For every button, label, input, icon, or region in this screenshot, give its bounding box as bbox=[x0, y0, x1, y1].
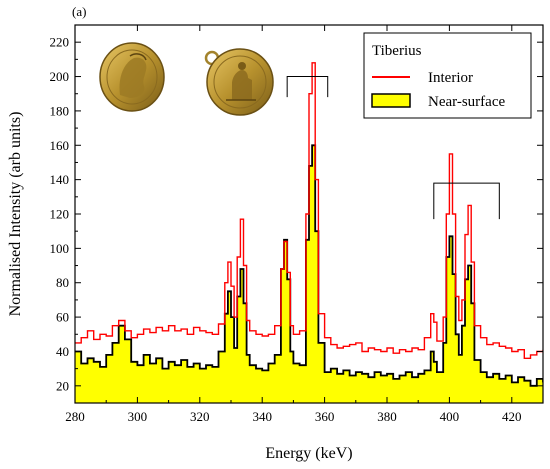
legend: Tiberius Interior Near-surface bbox=[363, 32, 532, 119]
x-tick-label: 420 bbox=[502, 409, 522, 424]
y-tick-label: 120 bbox=[50, 207, 70, 222]
x-tick-label: 280 bbox=[65, 409, 85, 424]
plot-area: 280 300 320 340 360 380 400 420 20 40 60 80 100 120 14… bbox=[50, 24, 544, 424]
y-tick-label: 80 bbox=[56, 275, 69, 290]
peak-bracket-2 bbox=[433, 182, 500, 220]
x-tick-label: 300 bbox=[128, 409, 148, 424]
series-line-near-surface bbox=[75, 144, 543, 387]
legend-swatch-near-surface bbox=[371, 93, 411, 108]
series-line-interior bbox=[75, 62, 543, 359]
y-axis-label: Normalised Intensity (arb units) bbox=[7, 112, 24, 317]
y-tick-label: 60 bbox=[56, 310, 69, 325]
series-fill-near-surface bbox=[75, 145, 543, 403]
y-tick-label: 220 bbox=[50, 35, 70, 50]
y-tick-label: 200 bbox=[50, 69, 70, 84]
x-tick-label: 380 bbox=[377, 409, 397, 424]
coin-inset bbox=[92, 40, 284, 118]
x-tick-label: 340 bbox=[252, 409, 272, 424]
y-tick-label: 40 bbox=[56, 344, 69, 359]
peak-bracket-1 bbox=[286, 76, 329, 98]
panel-label: (a) bbox=[72, 4, 86, 19]
y-tick-label: 180 bbox=[50, 103, 70, 118]
x-tick-label: 360 bbox=[315, 409, 335, 424]
y-tick-label: 100 bbox=[50, 241, 70, 256]
coin-obverse-icon bbox=[99, 42, 165, 112]
y-tick-label: 160 bbox=[50, 138, 70, 153]
x-tick-label: 320 bbox=[190, 409, 210, 424]
y-tick-label: 140 bbox=[50, 172, 70, 187]
x-tick-label: 400 bbox=[440, 409, 460, 424]
legend-entry-near-surface: Near-surface bbox=[428, 94, 505, 110]
coin-reverse-icon bbox=[204, 48, 274, 116]
y-tick-label: 20 bbox=[56, 378, 69, 393]
x-axis-label: Energy (keV) bbox=[265, 445, 352, 462]
legend-entry-interior: Interior bbox=[428, 70, 473, 86]
legend-title: Tiberius bbox=[372, 43, 422, 59]
